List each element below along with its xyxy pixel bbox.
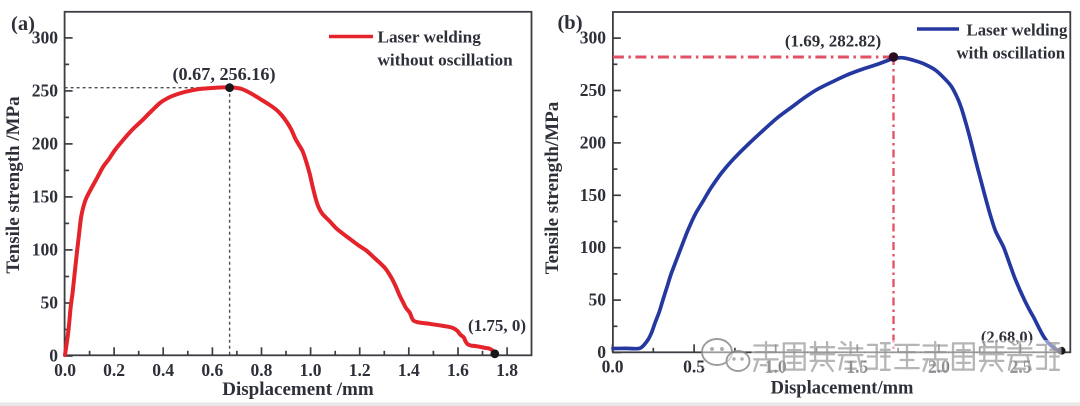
svg-text:200: 200 (32, 133, 59, 153)
svg-text:Displacement /mm: Displacement /mm (222, 379, 374, 400)
svg-text:0: 0 (597, 342, 606, 362)
svg-text:(1.75, 0): (1.75, 0) (468, 316, 526, 335)
svg-text:Tensile strength/MPa: Tensile strength/MPa (542, 101, 563, 274)
svg-text:100: 100 (580, 237, 607, 257)
svg-text:1.0: 1.0 (300, 360, 322, 380)
svg-text:300: 300 (580, 28, 607, 48)
svg-text:with oscillation: with oscillation (957, 44, 1066, 63)
svg-text:Laser welding: Laser welding (967, 21, 1068, 40)
svg-text:0.6: 0.6 (201, 360, 223, 380)
svg-text:250: 250 (580, 80, 607, 100)
svg-text:(a): (a) (11, 13, 35, 35)
svg-text:1.8: 1.8 (496, 360, 518, 380)
svg-text:(b): (b) (557, 12, 582, 34)
svg-text:200: 200 (580, 132, 607, 152)
svg-text:0.0: 0.0 (602, 357, 624, 377)
svg-text:1.2: 1.2 (349, 360, 371, 380)
svg-text:100: 100 (32, 239, 59, 259)
svg-text:0.5: 0.5 (683, 357, 705, 377)
svg-text:250: 250 (32, 80, 59, 100)
svg-text:0.0: 0.0 (54, 360, 76, 380)
svg-text:50: 50 (589, 290, 607, 310)
svg-text:1.4: 1.4 (398, 360, 420, 380)
svg-text:300: 300 (32, 27, 59, 47)
svg-text:(1.69, 282.82): (1.69, 282.82) (785, 32, 881, 51)
svg-text:0.4: 0.4 (152, 360, 174, 380)
svg-text:0.2: 0.2 (103, 360, 125, 380)
svg-text:50: 50 (41, 292, 59, 312)
svg-text:without oscillation: without oscillation (378, 51, 514, 70)
svg-text:Displacement/mm: Displacement/mm (771, 379, 914, 399)
svg-text:0: 0 (49, 346, 58, 366)
svg-text:1.6: 1.6 (447, 360, 469, 380)
svg-text:0.8: 0.8 (251, 360, 273, 380)
svg-text:(0.67, 256.16): (0.67, 256.16) (172, 64, 275, 85)
svg-text:Laser welding: Laser welding (378, 28, 482, 47)
svg-text:Tensile strength /MPa: Tensile strength /MPa (3, 96, 24, 274)
svg-text:150: 150 (580, 185, 607, 205)
svg-text:150: 150 (32, 186, 59, 206)
